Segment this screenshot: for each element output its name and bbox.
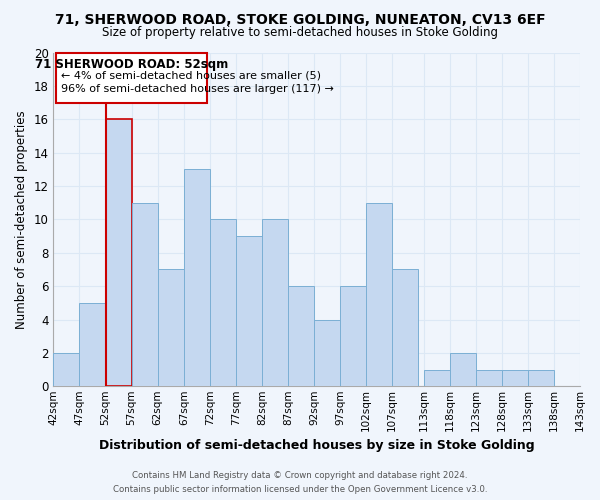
X-axis label: Distribution of semi-detached houses by size in Stoke Golding: Distribution of semi-detached houses by … [99,440,535,452]
Bar [184,170,210,386]
Bar [236,236,262,386]
Bar [106,120,131,386]
Bar [288,286,314,386]
Text: Size of property relative to semi-detached houses in Stoke Golding: Size of property relative to semi-detach… [102,26,498,39]
Bar [476,370,502,386]
Text: 71 SHERWOOD ROAD: 52sqm: 71 SHERWOOD ROAD: 52sqm [35,58,228,70]
Bar [53,353,79,386]
Text: 71, SHERWOOD ROAD, STOKE GOLDING, NUNEATON, CV13 6EF: 71, SHERWOOD ROAD, STOKE GOLDING, NUNEAT… [55,12,545,26]
Y-axis label: Number of semi-detached properties: Number of semi-detached properties [15,110,28,328]
Bar [528,370,554,386]
Bar [262,220,288,386]
Bar [424,370,449,386]
Bar [449,353,476,386]
Bar [340,286,366,386]
FancyBboxPatch shape [56,52,207,102]
Bar [314,320,340,386]
Bar [392,270,418,386]
Bar [79,303,106,386]
Bar [366,202,392,386]
Text: ← 4% of semi-detached houses are smaller (5): ← 4% of semi-detached houses are smaller… [61,71,321,81]
Bar [131,202,158,386]
Bar [502,370,528,386]
Bar [210,220,236,386]
Text: 96% of semi-detached houses are larger (117) →: 96% of semi-detached houses are larger (… [61,84,334,94]
Bar [158,270,184,386]
Text: Contains HM Land Registry data © Crown copyright and database right 2024.
Contai: Contains HM Land Registry data © Crown c… [113,472,487,494]
